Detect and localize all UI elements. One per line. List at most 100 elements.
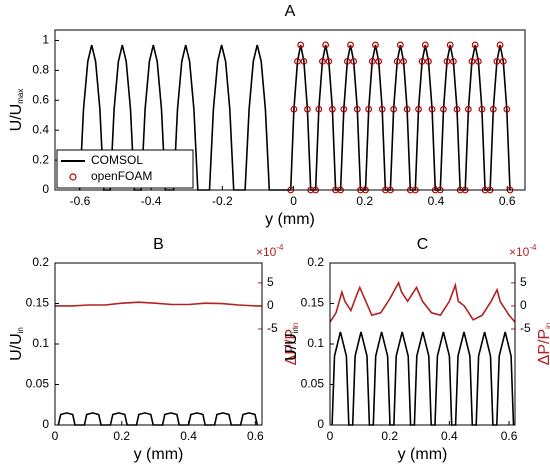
x-tick-label: 0 [290,194,297,208]
marker [499,58,507,65]
y2-axis-label: ΔP/Pin [536,323,550,366]
marker [390,105,398,113]
marker [425,58,432,65]
marker [353,105,361,113]
plot-frame [54,29,526,191]
y2-tick-label: -5 [267,321,278,335]
legend-marker [69,173,77,181]
y2-tick-label: 0 [520,298,527,312]
x-tick-label: 0.6 [499,194,516,208]
marker [372,41,379,49]
y-axis-label-main: U/U [8,104,25,132]
marker [294,58,301,65]
marker [378,105,386,113]
y2-axis-label-sub: in [544,323,550,329]
x-tick-label: 0 [327,429,334,443]
x-tick-label: 0.2 [113,429,130,443]
y-tick-label: 0.8 [32,63,49,77]
y2-exponent-main: ×10 [509,245,530,259]
y-tick-label: 0.1 [32,336,49,350]
marker [315,105,323,113]
y2-exponent-sup: -4 [276,243,284,252]
y-tick-label: 0.6 [32,92,49,106]
y-axis-label: U/Uin [8,327,25,361]
y-axis-label-sub: max [16,89,25,104]
y2-exponent: ×10-4 [256,243,284,259]
x-tick-label: 0.2 [381,429,398,443]
marker [304,105,311,113]
y2-exponent-main: ×10 [256,245,277,259]
data-line [329,280,516,323]
x-tick-label: 0.6 [247,429,264,443]
y2-tick-label: -5 [520,321,531,335]
marker [446,41,454,49]
marker [365,105,373,113]
marker [319,58,326,65]
y-tick-label: 0.15 [26,296,50,310]
x-axis-label: y (mm) [398,446,448,463]
marker [496,41,504,49]
marker [350,58,358,65]
y-tick-label: 0.15 [301,296,325,310]
legend-box [56,149,194,189]
x-tick-label: -0.4 [141,194,162,208]
y-axis-label-main: U/U [283,333,300,361]
x-axis-label: y (mm) [265,211,315,228]
y2-exponent-sup: -4 [529,243,537,252]
y-tick-label: 0.2 [32,255,49,269]
y-tick-label: 0.05 [301,377,325,391]
marker [415,105,422,113]
marker [375,58,383,65]
marker [503,105,511,113]
marker [418,58,426,65]
marker [297,41,305,49]
marker [453,105,461,113]
y-tick-label: 0.4 [32,122,49,136]
y-axis-label-sub: in [291,327,300,333]
x-tick-label: -0.2 [212,194,233,208]
y2-axis-label-main: ΔP/P [536,329,550,365]
marker [400,58,407,65]
x-tick-label: -0.6 [70,194,91,208]
marker [347,41,354,49]
data-line [55,301,262,307]
x-tick-label: 0.2 [356,194,373,208]
y-axis-label: U/Umax [8,89,25,132]
y-tick-label: 0.2 [32,152,49,166]
y-axis-label-main: U/U [8,333,25,361]
panel-title: C [417,236,429,253]
marker [290,105,298,113]
y-tick-label: 1 [42,33,49,47]
marker [428,105,436,113]
marker [468,58,476,65]
y-tick-label: 0 [42,417,49,431]
marker [443,58,451,65]
marker [440,105,447,113]
y-tick-label: 0.1 [307,336,324,350]
x-tick-label: 0.4 [428,194,445,208]
marker [396,41,404,49]
marker [478,105,486,113]
x-tick-label: 0.6 [501,429,518,443]
data-line [78,44,511,191]
panel-title: A [285,3,296,20]
marker [471,41,479,49]
x-tick-label: 0.4 [180,429,197,443]
y-tick-label: 0 [42,182,49,196]
y2-axis-label-main: ΔP/P [283,329,300,365]
legend-label: COMSOL [91,153,143,167]
y2-axis-label-sub: in [291,323,300,329]
marker [474,58,482,65]
y-axis-label-sub: in [16,327,25,333]
y2-tick-label: 5 [267,275,274,289]
marker [328,105,336,113]
x-tick-label: 0.4 [441,429,458,443]
y-axis-label: U/Uin [283,327,300,361]
x-axis-label: y (mm) [134,446,184,463]
data-line [331,331,515,426]
y2-exponent: ×10-4 [509,243,537,259]
marker [300,58,308,65]
y2-axis-label: ΔP/Pin [283,323,300,366]
marker [325,58,333,65]
y-tick-label: 0 [317,417,324,431]
